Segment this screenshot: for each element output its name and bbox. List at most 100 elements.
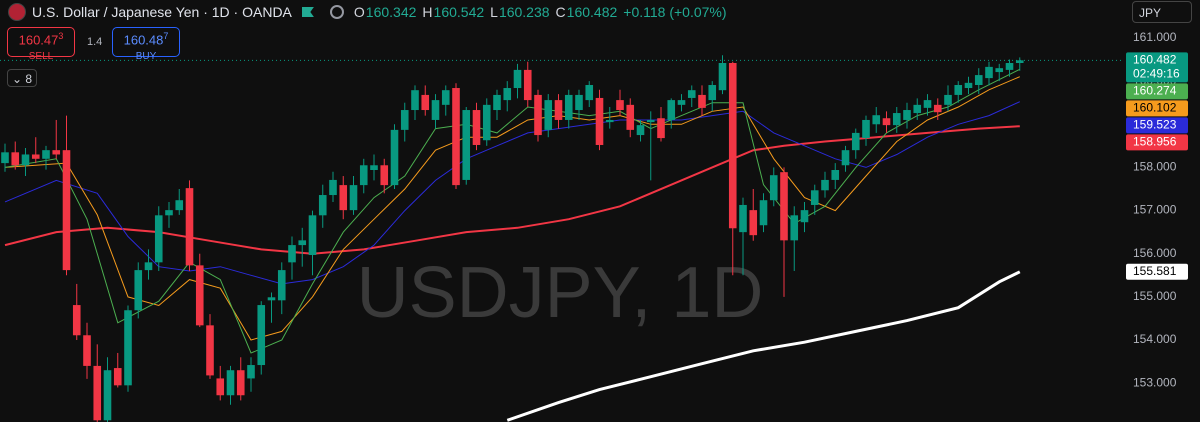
- candle-body: [52, 150, 61, 155]
- close: 160.482: [566, 4, 618, 20]
- candle-body: [42, 150, 50, 159]
- candle-body: [790, 215, 799, 241]
- candle-body: [226, 370, 235, 396]
- indicators-toggle[interactable]: ⌄ 8: [7, 69, 37, 87]
- candle-body: [657, 118, 665, 139]
- symbol[interactable]: U.S. Dollar / Japanese Yen · 1D · OANDA: [32, 4, 292, 20]
- candle-body: [985, 66, 993, 79]
- candle-body: [31, 154, 40, 159]
- candle-body: [1, 152, 9, 164]
- buy-label: BUY: [135, 51, 157, 63]
- currency-select[interactable]: JPY: [1132, 1, 1192, 23]
- candle-body: [236, 370, 245, 396]
- candle-body: [667, 100, 676, 120]
- candle-body: [698, 94, 706, 108]
- price-label: 160.102: [1133, 100, 1177, 114]
- candle-body: [851, 132, 860, 151]
- spread: 1.4: [87, 36, 103, 48]
- candle-body: [872, 115, 881, 125]
- price-label-box: [1126, 263, 1188, 280]
- price-label: 160.482: [1133, 52, 1177, 66]
- candle-body: [605, 119, 614, 123]
- candle-body: [185, 188, 194, 266]
- candle-body: [288, 245, 296, 263]
- candle-body: [534, 94, 542, 136]
- candle-body: [585, 85, 594, 101]
- candle-body: [995, 68, 1004, 73]
- sell-price: 160.47: [18, 32, 59, 48]
- buy-pip: 7: [163, 31, 169, 41]
- status-icon: [329, 5, 344, 19]
- symbol-bar: U.S. Dollar / Japanese Yen · 1D · OANDA …: [0, 0, 733, 24]
- candle-body: [124, 310, 132, 386]
- candle-body: [277, 270, 286, 301]
- indicator-count: 8: [25, 72, 33, 86]
- y-tick-label: 153.000: [1133, 375, 1177, 389]
- moving-average-line: [506, 270, 1021, 422]
- candle-body: [472, 110, 481, 145]
- price-label-box: [1126, 83, 1188, 100]
- candle-body: [944, 94, 952, 105]
- y-tick-label: 157.000: [1133, 203, 1177, 217]
- candle-body: [370, 165, 378, 171]
- candle-body: [616, 100, 624, 111]
- candle-body: [513, 69, 522, 89]
- market-icon: [301, 7, 314, 17]
- buy-price: 160.48: [123, 32, 164, 48]
- candle-body: [93, 365, 102, 421]
- candle-body: [554, 100, 563, 120]
- y-tick-label: 158.000: [1133, 160, 1177, 174]
- candle-body: [349, 185, 358, 211]
- candle-body: [780, 172, 788, 241]
- candle-body: [400, 110, 409, 130]
- candle-body: [892, 113, 901, 126]
- y-tick-label: 161.000: [1133, 30, 1177, 44]
- candle-body: [216, 378, 225, 396]
- candle-body: [821, 179, 829, 191]
- l-label: L: [490, 4, 498, 20]
- price-label-box: [1126, 100, 1188, 117]
- candle-body: [411, 90, 419, 111]
- candle-body: [636, 125, 645, 136]
- candle-body: [21, 154, 30, 166]
- candle-body: [677, 100, 686, 105]
- candle-body: [493, 94, 501, 111]
- candle-body: [544, 100, 553, 130]
- candle-body: [841, 150, 850, 166]
- open: 160.342: [365, 4, 417, 20]
- candle-body: [441, 90, 450, 105]
- candle-body: [165, 210, 173, 216]
- candle-body: [144, 262, 153, 271]
- buy-button[interactable]: 160.487 BUY: [112, 27, 180, 62]
- candle-body: [318, 195, 327, 216]
- candle-body: [964, 82, 973, 89]
- candle-body: [882, 118, 891, 126]
- candle-body: [339, 185, 348, 211]
- low: 160.238: [498, 4, 550, 20]
- countdown: 02:49:16: [1133, 66, 1180, 80]
- candle-body: [769, 175, 778, 201]
- candle-body: [687, 90, 696, 98]
- candle-body: [1015, 60, 1024, 63]
- high: 160.542: [433, 4, 485, 20]
- candle-body: [646, 119, 655, 123]
- candle-body: [247, 365, 255, 379]
- candle-body: [452, 88, 460, 186]
- watermark: USDJPY, 1D: [357, 253, 764, 333]
- candle-body: [749, 210, 758, 236]
- candle-body: [62, 150, 71, 271]
- o-label: O: [353, 4, 365, 20]
- candle-body: [739, 204, 747, 233]
- candle-body: [11, 152, 20, 166]
- candle-body: [923, 100, 932, 108]
- candle-body: [431, 100, 440, 120]
- candle-body: [329, 179, 337, 196]
- candle-body: [267, 297, 276, 301]
- candle-body: [810, 190, 819, 205]
- candle-body: [974, 75, 983, 86]
- candle-body: [195, 265, 204, 326]
- candle-body: [134, 270, 143, 311]
- sell-button[interactable]: 160.473 SELL: [7, 27, 75, 62]
- candle-body: [708, 85, 717, 101]
